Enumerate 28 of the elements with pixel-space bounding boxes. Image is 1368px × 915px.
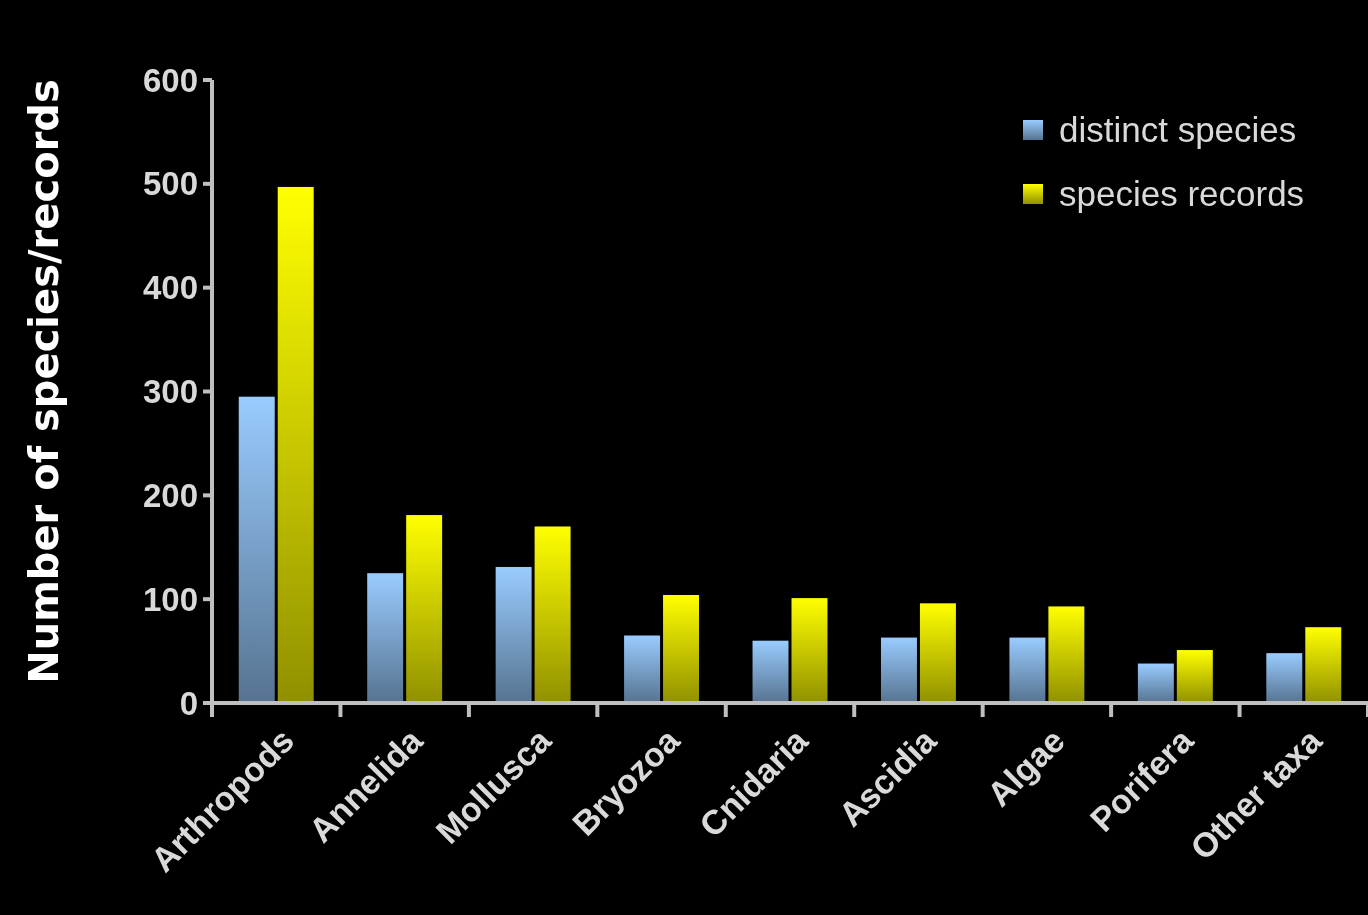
y-tick-label: 400 bbox=[142, 269, 198, 307]
legend-label: species records bbox=[1059, 174, 1305, 214]
y-tick-label: 100 bbox=[142, 580, 198, 618]
bar bbox=[1048, 606, 1085, 703]
bar bbox=[1009, 637, 1046, 703]
bar bbox=[534, 526, 571, 703]
bar bbox=[406, 515, 443, 703]
bar bbox=[1137, 663, 1174, 703]
bar bbox=[367, 573, 404, 703]
y-tick-label: 600 bbox=[142, 61, 198, 99]
y-tick-label: 200 bbox=[142, 476, 198, 514]
bar bbox=[495, 566, 532, 703]
bar bbox=[238, 396, 275, 703]
bar bbox=[880, 637, 917, 703]
bar bbox=[277, 186, 314, 703]
bar bbox=[624, 635, 661, 703]
y-tick-label: 0 bbox=[179, 684, 198, 722]
y-tick-label: 300 bbox=[142, 373, 198, 411]
bar bbox=[1266, 653, 1303, 703]
legend-label: distinct species bbox=[1059, 110, 1297, 150]
bar bbox=[1176, 650, 1213, 703]
bar bbox=[1305, 627, 1342, 703]
y-axis-title: Number of species/records bbox=[21, 79, 67, 684]
bar bbox=[919, 603, 956, 703]
bar bbox=[752, 640, 789, 703]
y-tick-label: 500 bbox=[142, 165, 198, 203]
bar bbox=[791, 598, 828, 703]
bar bbox=[663, 595, 700, 703]
